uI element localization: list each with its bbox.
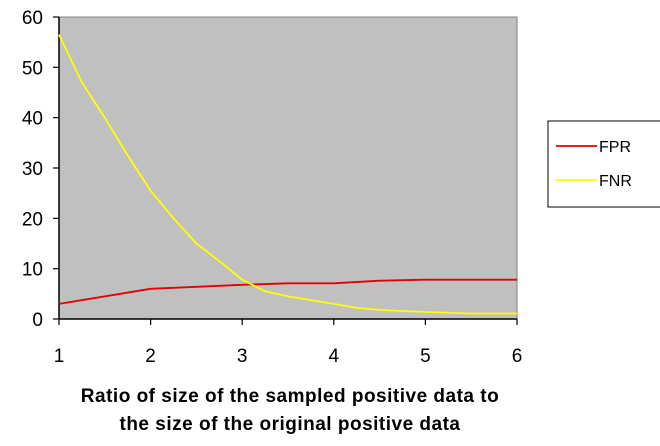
x-tick-label: 2	[145, 346, 156, 367]
x-tick-label: 4	[329, 346, 340, 367]
y-tick-label: 20	[22, 209, 43, 230]
plot-area	[58, 16, 518, 320]
x-tick-label: 3	[237, 346, 248, 367]
legend-label-fpr: FPR	[599, 139, 631, 156]
legend-label-fnr: FNR	[599, 173, 632, 190]
y-tick-label: 30	[22, 159, 43, 180]
y-tick-label: 50	[22, 58, 43, 79]
x-axis-label-line-1: Ratio of size of the sampled positive da…	[80, 386, 500, 407]
x-tick-label: 1	[54, 346, 65, 367]
y-tick-label: 60	[22, 8, 43, 29]
y-tick-label: 10	[22, 260, 43, 281]
series-line-fnr	[58, 34, 517, 315]
y-tick-label: 0	[32, 310, 43, 331]
legend-box	[547, 120, 660, 208]
y-tick-label: 40	[22, 109, 43, 130]
x-axis-label-line-2: the size of the original positive data	[119, 414, 461, 435]
x-tick-label: 6	[512, 346, 523, 367]
series-line-fpr	[58, 278, 517, 305]
x-tick-label: 5	[420, 346, 431, 367]
x-axis-label: Ratio of size of the sampled positive da…	[40, 383, 540, 439]
